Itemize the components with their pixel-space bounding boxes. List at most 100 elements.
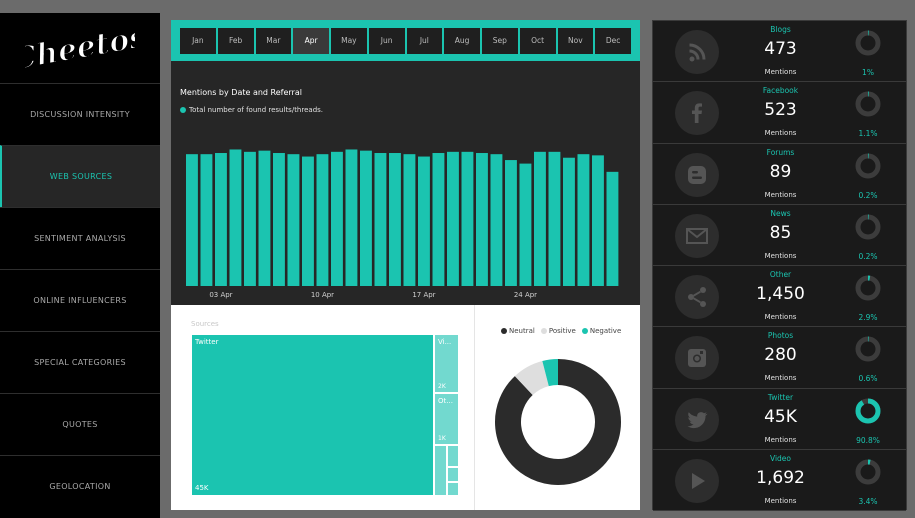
bar[interactable] <box>258 150 271 286</box>
referral-count: 89 <box>769 161 792 182</box>
bar[interactable] <box>432 153 445 286</box>
treemap-other-value: 1K <box>438 435 446 442</box>
bar[interactable] <box>215 153 227 286</box>
month-button-nov[interactable]: Nov <box>557 27 594 54</box>
referral-category: Other <box>769 270 792 279</box>
bar[interactable] <box>403 154 416 286</box>
month-button-jan[interactable]: Jan <box>180 27 216 54</box>
bar[interactable] <box>519 163 532 286</box>
bar[interactable] <box>287 154 300 286</box>
referral-card-facebook[interactable]: Facebook 523 Mentions 1.1% <box>653 82 906 144</box>
x-tick-label: 17 Apr <box>412 291 435 299</box>
referral-sublabel: Mentions <box>764 496 797 505</box>
legend-dot <box>501 328 507 334</box>
bar[interactable] <box>606 171 619 286</box>
referral-sublabel: Mentions <box>764 129 797 138</box>
referral-card-video[interactable]: Video 1,692 Mentions 3.4% <box>653 449 906 511</box>
treemap-video[interactable]: Vi... 2K <box>434 334 459 393</box>
treemap-small-2[interactable] <box>447 445 459 467</box>
month-button-feb[interactable]: Feb <box>217 27 254 54</box>
nav-item-web-sources[interactable]: WEB SOURCES <box>0 145 160 207</box>
month-button-sep[interactable]: Sep <box>482 27 518 54</box>
sidebar: Cheetos DISCUSSION INTENSITY WEB SOURCES S… <box>0 13 160 518</box>
bar[interactable] <box>345 149 358 286</box>
bar[interactable] <box>331 151 343 286</box>
x-tick-label: 03 Apr <box>209 291 232 299</box>
month-button-mar[interactable]: Mar <box>255 27 292 54</box>
envelope-icon <box>675 213 719 258</box>
nav-item-geolocation[interactable]: GEOLOCATION <box>0 455 160 517</box>
referral-sublabel: Mentions <box>764 190 797 199</box>
referral-count: 1,692 <box>756 467 805 488</box>
treemap-video-label: Vi... <box>438 338 452 346</box>
bar[interactable] <box>534 151 546 286</box>
month-button-jul[interactable]: Jul <box>406 27 443 54</box>
month-button-may[interactable]: May <box>331 27 367 54</box>
bar[interactable] <box>418 156 430 286</box>
referral-card-photos[interactable]: Photos 280 Mentions 0.6% <box>653 327 906 389</box>
referral-percent: 1.1% <box>858 129 878 139</box>
referral-card-news[interactable]: News 85 Mentions 0.2% <box>653 204 906 266</box>
bar[interactable] <box>244 151 256 286</box>
cheetos-logo-icon: Cheetos <box>25 19 135 78</box>
bar[interactable] <box>592 155 604 286</box>
referral-card-twitter[interactable]: Twitter 45K Mentions 90.8% <box>653 388 906 450</box>
legend-label: Positive <box>548 327 576 335</box>
bar[interactable] <box>273 153 285 286</box>
referral-sublabel: Mentions <box>764 313 797 321</box>
share-icon <box>675 275 719 319</box>
bar[interactable] <box>186 154 198 286</box>
bar[interactable] <box>374 153 387 286</box>
legend-label: Negative <box>589 327 622 335</box>
bar[interactable] <box>200 154 213 286</box>
bar[interactable] <box>461 151 474 286</box>
bar[interactable] <box>490 154 503 286</box>
treemap-small-4[interactable] <box>447 482 459 496</box>
sentiment-legend: Neutral Positive Negative <box>501 327 621 335</box>
bar[interactable] <box>389 153 401 286</box>
bar[interactable] <box>476 153 488 286</box>
referral-card-forums[interactable]: Forums 89 Mentions 0.2% <box>653 143 906 205</box>
referral-percent: 90.8% <box>856 435 880 445</box>
month-button-oct[interactable]: Oct <box>519 27 556 54</box>
nav-item-special-categories[interactable]: SPECIAL CATEGORIES <box>0 331 160 393</box>
chart-legend: Total number of found results/threads. <box>180 106 323 114</box>
referral-sublabel: Mentions <box>764 251 797 260</box>
referral-count: 1,450 <box>756 284 805 304</box>
legend-item-positive[interactable]: Positive <box>540 327 576 335</box>
month-button-jun[interactable]: Jun <box>368 27 405 54</box>
treemap-small-3[interactable] <box>447 467 459 482</box>
brand-logo: Cheetos <box>0 13 160 83</box>
bar[interactable] <box>360 150 372 286</box>
treemap-twitter[interactable]: Twitter 45K <box>191 334 434 496</box>
bar[interactable] <box>563 157 575 286</box>
referral-card-other[interactable]: Other 1,450 Mentions 2.9% <box>653 266 906 328</box>
legend-item-negative[interactable]: Negative <box>581 327 622 335</box>
nav-item-quotes[interactable]: QUOTES <box>0 393 160 455</box>
donut-slice-neutral[interactable] <box>495 359 621 485</box>
legend-item-neutral[interactable]: Neutral <box>501 327 535 335</box>
chart-title: Mentions by Date and Referral <box>180 88 302 97</box>
bar[interactable] <box>505 160 517 286</box>
nav-item-discussion-intensity[interactable]: DISCUSSION INTENSITY <box>0 83 160 145</box>
bar[interactable] <box>548 151 561 286</box>
month-button-dec[interactable]: Dec <box>595 27 631 54</box>
bar[interactable] <box>447 151 459 286</box>
legend-dot <box>540 328 547 334</box>
donut-slice-positive[interactable] <box>514 360 550 396</box>
bar[interactable] <box>316 154 329 286</box>
treemap-other[interactable]: Ot... 1K <box>434 393 459 445</box>
referral-count: 85 <box>769 222 792 243</box>
treemap-small-1[interactable] <box>434 445 447 496</box>
month-button-aug[interactable]: Aug <box>444 27 480 54</box>
month-button-apr[interactable]: Apr <box>293 27 329 54</box>
referral-share-gauge <box>855 398 881 423</box>
nav-item-sentiment-analysis[interactable]: SENTIMENT ANALYSIS <box>0 207 160 269</box>
bar[interactable] <box>577 154 590 286</box>
referral-card-blogs[interactable]: Blogs 473 Mentions 1% <box>653 21 906 83</box>
bar[interactable] <box>302 156 314 286</box>
nav-item-online-influencers[interactable]: ONLINE INFLUENCERS <box>0 269 160 331</box>
donut-slice-negative[interactable] <box>542 359 559 387</box>
referral-percent: 0.2% <box>858 190 878 200</box>
bar[interactable] <box>229 149 242 286</box>
